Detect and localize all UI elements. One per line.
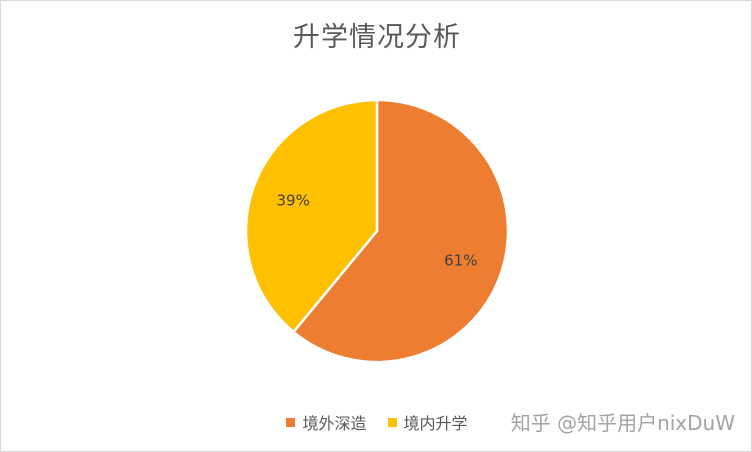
- legend: 境外深造 境内升学: [1, 410, 751, 434]
- legend-label-0: 境外深造: [302, 414, 367, 433]
- pie-slice-0: [292, 98, 510, 364]
- data-label-1: 39%: [277, 191, 310, 209]
- data-label-0: 61%: [444, 252, 477, 270]
- pie-slice-1: [244, 98, 379, 334]
- watermark: 知乎 @知乎用户nixDuW: [510, 411, 735, 435]
- legend-swatch-1: [387, 417, 397, 427]
- legend-swatch-0: [286, 417, 296, 427]
- legend-item-0: 境外深造: [286, 410, 366, 434]
- pie-data-labels: 61% 39%: [277, 191, 478, 269]
- pie-slices: [244, 98, 510, 364]
- chart-title: 升学情况分析: [293, 22, 461, 53]
- legend-label-1: 境内升学: [403, 414, 468, 433]
- legend-item-1: 境内升学: [387, 410, 468, 434]
